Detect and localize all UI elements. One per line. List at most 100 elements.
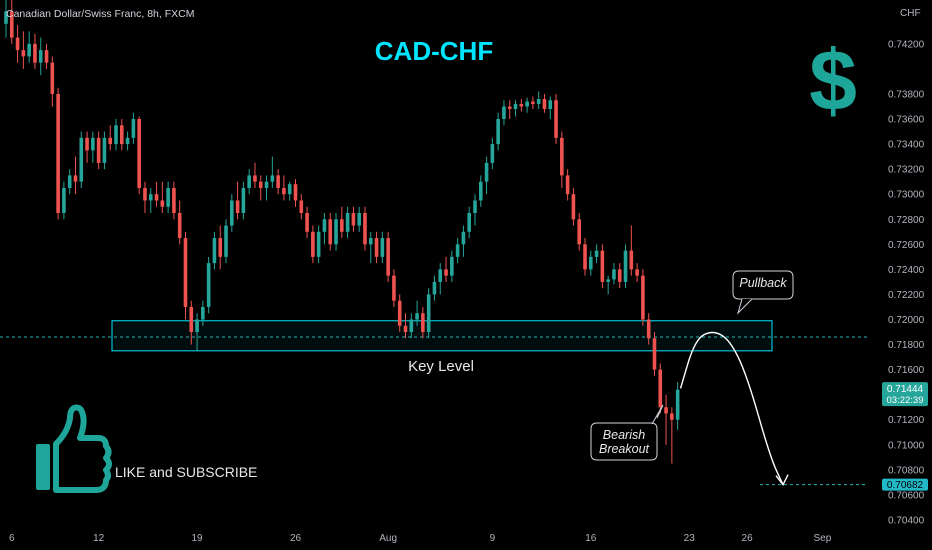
candle[interactable] [380, 231, 385, 264]
pullback-annotation[interactable]: Pullback [732, 270, 794, 315]
candle[interactable] [403, 313, 408, 339]
candle[interactable] [386, 231, 390, 282]
candle[interactable] [172, 181, 176, 220]
candle[interactable] [629, 225, 634, 276]
candle[interactable] [253, 162, 257, 188]
candle[interactable] [345, 206, 350, 239]
candle[interactable] [670, 407, 674, 464]
candle[interactable] [340, 206, 344, 239]
candle[interactable] [120, 119, 124, 151]
candle[interactable] [565, 169, 570, 201]
candle[interactable] [9, 0, 14, 44]
candle[interactable] [507, 100, 512, 120]
candle[interactable] [554, 93, 558, 145]
candle[interactable] [548, 96, 553, 120]
candle[interactable] [536, 91, 541, 110]
candle[interactable] [334, 213, 338, 251]
candle[interactable] [415, 300, 419, 326]
candle[interactable] [102, 131, 107, 170]
candle[interactable] [96, 131, 101, 170]
candle[interactable] [588, 250, 593, 276]
candle[interactable] [131, 112, 136, 145]
candle[interactable] [623, 244, 628, 289]
candle[interactable] [328, 213, 333, 251]
candle[interactable] [467, 206, 471, 239]
candle[interactable] [664, 394, 668, 445]
candle[interactable] [258, 175, 263, 201]
candle[interactable] [519, 98, 524, 112]
key-level-zone[interactable] [111, 320, 773, 352]
candle[interactable] [73, 156, 78, 195]
candle[interactable] [62, 181, 66, 220]
candle[interactable] [606, 275, 610, 295]
candle[interactable] [542, 93, 547, 113]
candle[interactable] [125, 131, 130, 151]
candle[interactable] [44, 43, 49, 69]
candle[interactable] [114, 119, 118, 151]
candle[interactable] [351, 206, 356, 232]
candle[interactable] [311, 225, 315, 264]
candle[interactable] [316, 225, 321, 264]
candle[interactable] [658, 363, 663, 414]
candle[interactable] [600, 244, 605, 289]
candle[interactable] [450, 250, 454, 282]
candle[interactable] [652, 332, 657, 376]
candle[interactable] [577, 213, 582, 251]
candle[interactable] [21, 31, 26, 69]
candle[interactable] [218, 225, 223, 270]
candle[interactable] [409, 313, 414, 339]
candle[interactable] [224, 219, 228, 264]
candle[interactable] [675, 382, 680, 430]
candle[interactable] [646, 313, 651, 345]
candle[interactable] [322, 213, 327, 245]
candle[interactable] [612, 263, 616, 285]
candle[interactable] [166, 181, 170, 214]
candle[interactable] [560, 131, 564, 188]
candle[interactable] [235, 181, 240, 220]
candle[interactable] [4, 0, 8, 38]
candle[interactable] [444, 256, 448, 282]
candle[interactable] [478, 175, 483, 207]
candle[interactable] [183, 231, 188, 320]
candle[interactable] [299, 194, 304, 220]
candle[interactable] [154, 181, 159, 207]
candle[interactable] [583, 238, 587, 276]
candle[interactable] [357, 206, 361, 232]
candle[interactable] [189, 300, 194, 345]
candle[interactable] [641, 269, 645, 326]
candle[interactable] [148, 187, 153, 214]
candle[interactable] [490, 137, 495, 170]
candle[interactable] [247, 169, 251, 195]
candle[interactable] [438, 263, 443, 295]
candle[interactable] [212, 231, 217, 270]
candle[interactable] [374, 231, 379, 264]
candle[interactable] [160, 181, 165, 214]
candle[interactable] [287, 181, 292, 201]
candle[interactable] [137, 116, 141, 195]
candle[interactable] [502, 100, 506, 126]
candle[interactable] [230, 194, 234, 232]
candle[interactable] [143, 181, 147, 214]
candle[interactable] [635, 263, 639, 282]
candle[interactable] [15, 25, 20, 63]
candle[interactable] [91, 131, 95, 163]
candle[interactable] [56, 87, 60, 220]
candle[interactable] [473, 194, 477, 226]
candle[interactable] [33, 33, 37, 69]
candle[interactable] [293, 179, 298, 207]
candle[interactable] [79, 131, 84, 188]
candle[interactable] [432, 275, 437, 301]
candle[interactable] [461, 225, 466, 257]
candle[interactable] [617, 263, 622, 289]
projection-path[interactable] [679, 331, 784, 485]
candle[interactable] [368, 231, 373, 264]
candle[interactable] [270, 156, 275, 188]
candle[interactable] [67, 169, 72, 195]
candle[interactable] [38, 37, 43, 76]
candle[interactable] [201, 300, 205, 326]
candle[interactable] [276, 169, 280, 195]
candle[interactable] [108, 125, 113, 151]
candle[interactable] [525, 97, 529, 113]
candle[interactable] [397, 294, 402, 333]
